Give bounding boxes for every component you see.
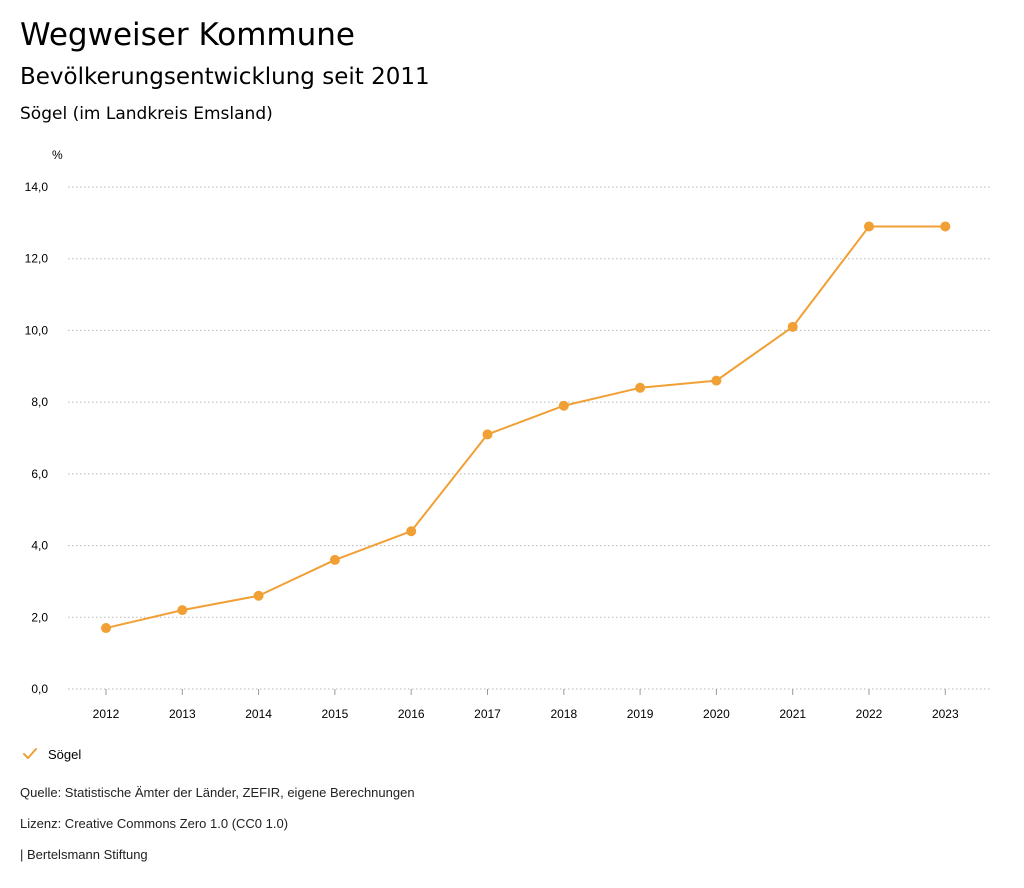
x-tick-label: 2021 bbox=[779, 707, 806, 721]
data-point[interactable] bbox=[329, 554, 340, 565]
check-icon bbox=[22, 746, 38, 762]
data-point[interactable] bbox=[253, 590, 264, 601]
publisher-note: | Bertelsmann Stiftung bbox=[20, 847, 148, 862]
data-point[interactable] bbox=[177, 605, 188, 616]
x-tick-label: 2016 bbox=[398, 707, 425, 721]
x-tick-label: 2014 bbox=[245, 707, 272, 721]
data-point[interactable] bbox=[940, 221, 951, 232]
data-point[interactable] bbox=[864, 221, 874, 232]
y-tick-label: 8,0 bbox=[31, 395, 48, 409]
data-point[interactable] bbox=[406, 526, 417, 537]
x-tick-label: 2023 bbox=[932, 707, 959, 721]
region-label: Sögel (im Landkreis Emsland) bbox=[20, 104, 273, 124]
x-axis-ticks: 2012 2013 2014 2015 2016 2017 2018 2019 2020 2021… bbox=[93, 689, 959, 721]
x-tick-label: 2019 bbox=[627, 707, 654, 721]
series-line-sogel bbox=[105, 225, 946, 630]
y-axis-ticks: 0,0 2,0 4,0 6,0 8,0 10,0 12,0 14,0 bbox=[25, 180, 49, 696]
y-tick-label: 14,0 bbox=[25, 180, 49, 194]
y-tick-label: 10,0 bbox=[25, 323, 49, 337]
source-note: Quelle: Statistische Ämter der Länder, Z… bbox=[20, 785, 415, 800]
x-tick-label: 2017 bbox=[474, 707, 501, 721]
y-tick-label: 4,0 bbox=[31, 539, 48, 553]
license-note: Lizenz: Creative Commons Zero 1.0 (CC0 1… bbox=[20, 816, 289, 831]
y-tick-label: 0,0 bbox=[31, 682, 48, 696]
x-tick-label: 2018 bbox=[550, 707, 577, 721]
y-tick-label: 12,0 bbox=[25, 252, 49, 266]
y-axis-unit-label: % bbox=[52, 148, 63, 162]
data-point[interactable] bbox=[558, 400, 569, 411]
data-point[interactable] bbox=[787, 321, 798, 332]
data-point[interactable] bbox=[635, 382, 646, 393]
legend-label-sogel: Sögel bbox=[48, 746, 82, 762]
chart-legend[interactable]: Sögel bbox=[22, 744, 81, 764]
chart-subtitle: Bevölkerungsentwicklung seit 2011 bbox=[20, 64, 430, 90]
page-title: Wegweiser Kommune bbox=[20, 17, 355, 53]
data-point[interactable] bbox=[711, 375, 722, 386]
y-tick-label: 6,0 bbox=[31, 467, 48, 481]
x-tick-label: 2020 bbox=[703, 707, 730, 721]
data-point[interactable] bbox=[101, 623, 111, 634]
x-tick-label: 2015 bbox=[322, 707, 349, 721]
gridlines bbox=[68, 186, 990, 690]
x-tick-label: 2012 bbox=[93, 707, 120, 721]
x-tick-label: 2013 bbox=[169, 707, 196, 721]
x-tick-label: 2022 bbox=[856, 707, 883, 721]
data-point[interactable] bbox=[482, 429, 493, 440]
y-tick-label: 2,0 bbox=[31, 610, 48, 624]
series-sogel bbox=[101, 221, 951, 634]
